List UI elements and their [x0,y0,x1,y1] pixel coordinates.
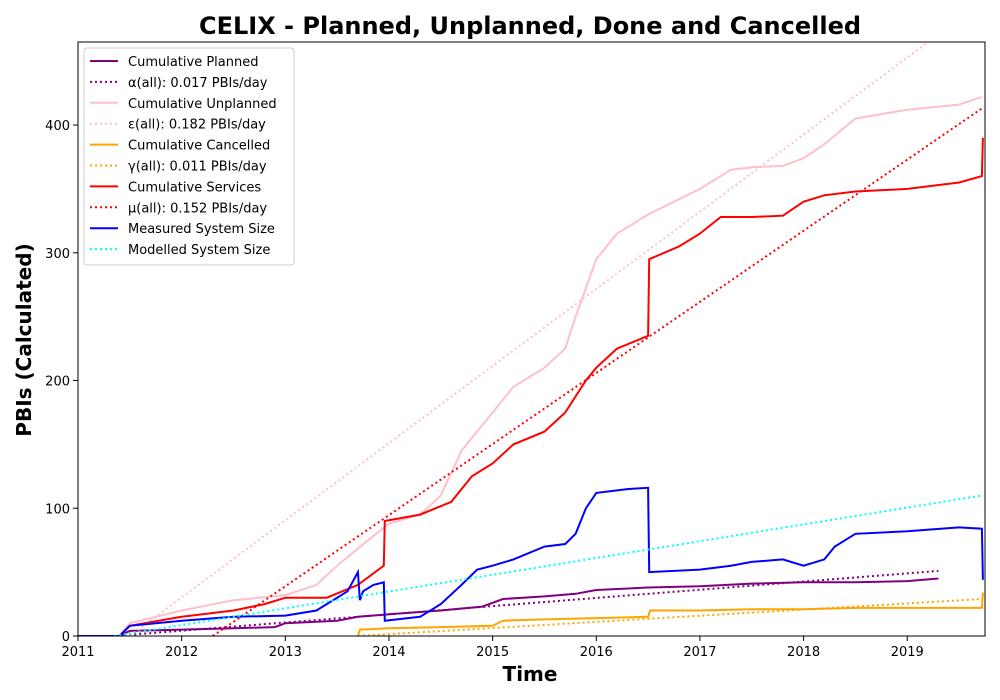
x-axis: 2011 2012 2013 2014 2015 2016 2017 2018 2019 [61,636,924,660]
x-tick-label: 2011 [61,645,94,660]
y-tick-label: 200 [45,375,70,390]
x-tick-label: 2015 [476,645,509,660]
series-line-all-0-011-pbis-day [357,598,982,636]
plot-area [77,41,986,637]
legend-label-all-0-011-pbis-day: γ(all): 0.011 PBIs/day [128,160,267,175]
y-tick-label: 300 [45,247,70,262]
y-axis: 0 100 200 300 400 [45,119,78,645]
y-tick-label: 0 [62,630,70,645]
series-line-cumulative-cancelled [356,592,984,636]
legend-label-modelled-system-size: Modelled System Size [128,243,270,258]
legend-label-measured-system-size: Measured System Size [128,222,275,237]
legend-label-all-0-152-pbis-day: μ(all): 0.152 PBIs/day [128,201,267,216]
series-line-all-0-182-pbis-day [129,42,929,636]
chart-title: CELIX - Planned, Unplanned, Done and Can… [199,12,861,40]
x-tick-label: 2019 [891,645,924,660]
legend-label-all-0-017-pbis-day: α(all): 0.017 PBIs/day [128,76,268,91]
y-tick-label: 400 [45,119,70,134]
legend-box [83,47,295,266]
series-line-cumulative-unplanned [78,95,983,636]
x-tick-label: 2017 [683,645,716,660]
x-tick-label: 2014 [372,645,405,660]
legend-label-cumulative-services: Cumulative Services [128,180,261,195]
series-line-all-0-152-pbis-day [212,107,983,636]
series-line-cumulative-planned [78,577,939,636]
x-tick-label: 2012 [165,645,198,660]
legend-label-cumulative-cancelled: Cumulative Cancelled [128,139,270,154]
series-line-cumulative-services [78,137,984,636]
y-tick-label: 100 [45,502,70,517]
series-line-modelled-system-size [114,494,983,636]
x-tick-label: 2013 [269,645,302,660]
x-axis-label: Time [503,662,558,686]
legend-label-cumulative-unplanned: Cumulative Unplanned [128,97,277,112]
x-tick-label: 2016 [580,645,613,660]
y-axis-label: PBIs (Calculated) [12,243,36,436]
legend-label-cumulative-planned: Cumulative Planned [128,55,258,70]
x-tick-label: 2018 [787,645,820,660]
series-line-all-0-017-pbis-day [114,569,939,636]
legend: Cumulative Planned α(all): 0.017 PBIs/day… [83,47,295,266]
plot-frame [77,41,986,637]
legend-label-all-0-182-pbis-day: ε(all): 0.182 PBIs/day [128,118,266,133]
